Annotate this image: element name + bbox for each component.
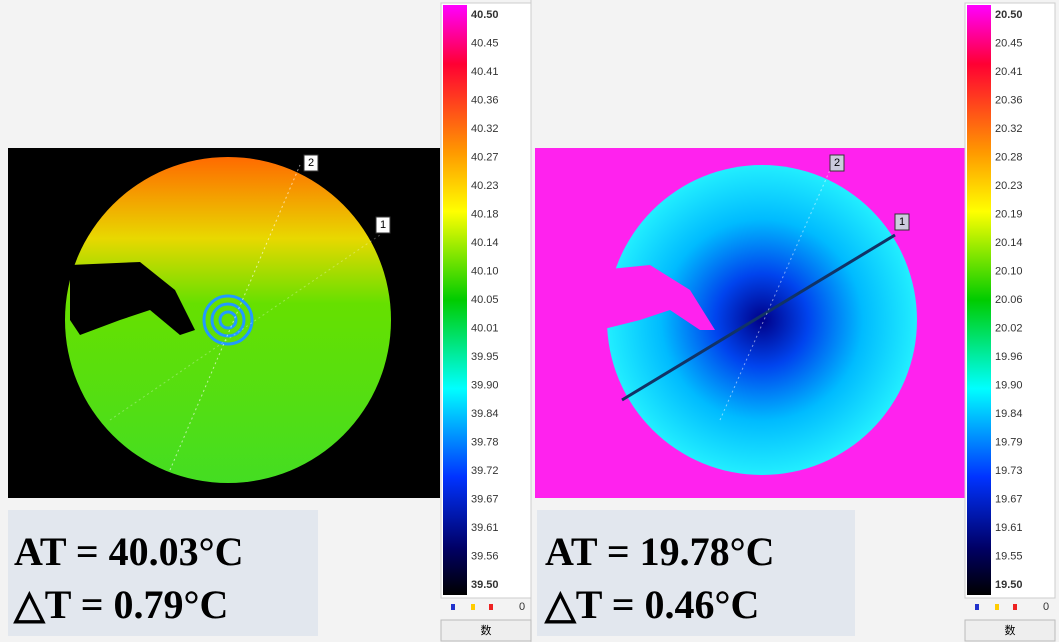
colorbar-label: 39.72 <box>471 465 499 477</box>
colorbar-label: 19.90 <box>995 379 1023 391</box>
colorbar-label: 20.06 <box>995 294 1023 306</box>
colorbar-label: 39.56 <box>471 550 499 562</box>
colorbar-label: 20.32 <box>995 123 1023 135</box>
colorbar-label: 20.19 <box>995 208 1023 220</box>
readout-at: AT = 19.78°C <box>545 529 775 574</box>
thermal-disc <box>607 165 917 475</box>
screenshot: AT = 40.03°C △T = 0.79°C AT = 19.78°C △T… <box>0 0 1059 642</box>
legend-swatch <box>995 604 999 610</box>
marker-label: 1 <box>899 216 905 228</box>
colorbar-label: 39.50 <box>471 579 499 591</box>
legend-swatch <box>975 604 979 610</box>
colorbar <box>443 5 467 595</box>
colorbar-label: 20.45 <box>995 37 1023 49</box>
colorbar-label: 19.67 <box>995 493 1023 505</box>
colorbar-label: 19.50 <box>995 579 1023 591</box>
legend-swatch <box>1013 604 1017 610</box>
colorbar-label: 20.28 <box>995 151 1023 163</box>
colorbar-label: 19.79 <box>995 436 1023 448</box>
colorbar-label: 19.55 <box>995 550 1023 562</box>
readout-dt: △T = 0.79°C <box>13 582 228 627</box>
readout-at: AT = 40.03°C <box>14 529 244 574</box>
colorbar-label: 19.96 <box>995 351 1023 363</box>
colorbar-label: 39.67 <box>471 493 499 505</box>
colorbar-label: 20.50 <box>995 9 1023 21</box>
colorbar-label: 20.41 <box>995 66 1023 78</box>
colorbar-label: 39.78 <box>471 436 499 448</box>
marker-label: 2 <box>834 157 840 169</box>
colorbar-label: 20.23 <box>995 180 1023 192</box>
legend-swatch <box>451 604 455 610</box>
colorbar-label: 40.10 <box>471 265 499 277</box>
colorbar-label: 40.32 <box>471 123 499 135</box>
colorbar-label: 40.14 <box>471 237 499 249</box>
colorbar-label: 40.41 <box>471 66 499 78</box>
colorbar-label: 19.61 <box>995 522 1023 534</box>
colorbar-label: 39.84 <box>471 408 499 420</box>
colorbar-label: 40.18 <box>471 208 499 220</box>
colorbar-label: 19.84 <box>995 408 1023 420</box>
colorbar-label: 20.10 <box>995 265 1023 277</box>
colorbar-label: 40.45 <box>471 37 499 49</box>
colorbar-label: 40.50 <box>471 9 499 21</box>
button-label[interactable]: 数 <box>1005 624 1016 637</box>
colorbar <box>967 5 991 595</box>
colorbar-label: 40.23 <box>471 180 499 192</box>
marker-label: 2 <box>308 157 314 169</box>
colorbar-label: 39.95 <box>471 351 499 363</box>
colorbar-label: 20.02 <box>995 322 1023 334</box>
colorbar-label: 20.14 <box>995 237 1023 249</box>
legend-value: 0 <box>1043 601 1049 613</box>
legend-value: 0 <box>519 601 525 613</box>
colorbar-label: 40.27 <box>471 151 499 163</box>
colorbar-label: 40.05 <box>471 294 499 306</box>
button-label[interactable]: 数 <box>481 624 492 637</box>
marker-label: 1 <box>380 219 386 231</box>
legend-swatch <box>489 604 493 610</box>
colorbar-label: 40.01 <box>471 322 499 334</box>
colorbar-label: 39.61 <box>471 522 499 534</box>
colorbar-label: 20.36 <box>995 94 1023 106</box>
colorbar-label: 19.73 <box>995 465 1023 477</box>
colorbar-label: 39.90 <box>471 379 499 391</box>
readout-dt: △T = 0.46°C <box>544 582 759 627</box>
legend-swatch <box>471 604 475 610</box>
colorbar-label: 40.36 <box>471 94 499 106</box>
